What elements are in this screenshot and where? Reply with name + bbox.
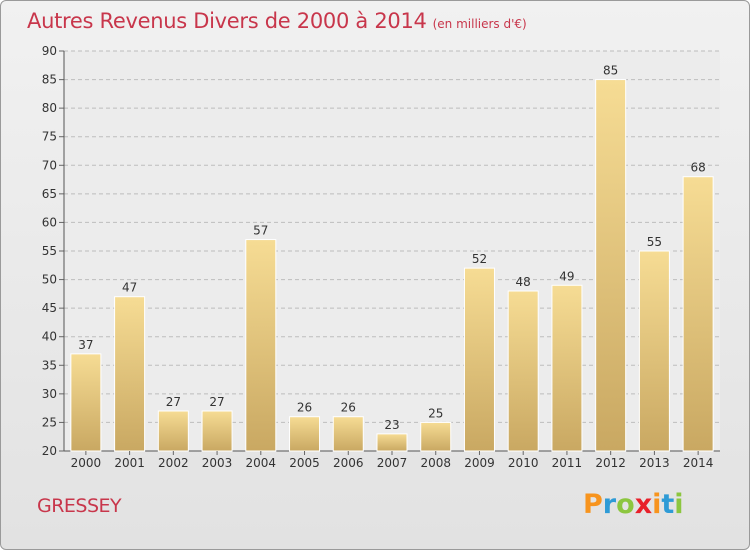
y-tick-label: 65 [42,187,57,201]
bar-value-label: 26 [341,401,356,415]
bar [638,250,670,452]
bar-value-label: 27 [166,395,181,409]
y-tick-label: 80 [42,101,57,115]
x-tick-label: 2011 [552,456,583,470]
x-tick-label: 2003 [202,456,233,470]
x-tick-label: 2013 [639,456,670,470]
x-tick-label: 2010 [508,456,539,470]
bar-value-label: 57 [253,224,268,238]
title-block: Autres Revenus Divers de 2000 à 2014 (en … [27,9,527,33]
x-tick-label: 2008 [420,456,451,470]
y-tick-label: 55 [42,244,57,258]
bar [507,290,539,452]
brand-letter: i [674,489,684,520]
bar-value-label: 23 [384,418,399,432]
y-tick-label: 75 [42,130,57,144]
bar [332,416,364,452]
y-tick-label: 60 [42,215,57,229]
x-tick-label: 2000 [71,456,102,470]
y-tick-label: 85 [42,73,57,87]
y-tick-label: 50 [42,273,57,287]
bar [245,239,277,452]
brand-letter: t [661,489,675,520]
x-tick-label: 2004 [246,456,277,470]
chart-title: Autres Revenus Divers de 2000 à 2014 [27,9,427,33]
bar-value-label: 37 [78,338,93,352]
bar [201,410,233,452]
y-tick-label: 70 [42,158,57,172]
bar [682,176,714,452]
x-tick-label: 2014 [683,456,714,470]
bar-value-label: 52 [472,252,487,266]
bar-value-label: 49 [559,269,574,283]
bar-value-label: 48 [516,275,531,289]
bar-value-label: 85 [603,64,618,78]
y-tick-label: 90 [42,44,57,58]
bar [157,410,189,452]
y-tick-label: 45 [42,301,57,315]
x-tick-label: 2005 [289,456,320,470]
x-tick-label: 2006 [333,456,364,470]
place-label: GRESSEY [37,495,122,517]
bar [595,79,627,452]
brand-letter: P [583,489,603,520]
bar [289,416,321,452]
x-tick-label: 2007 [377,456,408,470]
y-tick-label: 30 [42,387,57,401]
bar-value-label: 25 [428,406,443,420]
chart-subtitle: (en milliers d'€) [432,17,527,31]
x-tick-label: 2012 [595,456,626,470]
y-tick-label: 20 [42,444,57,458]
y-tick-label: 40 [42,330,57,344]
bar [376,433,408,452]
bar [551,284,583,452]
y-tick-label: 25 [42,415,57,429]
x-tick-label: 2001 [114,456,145,470]
brand-letter: o [616,489,635,520]
bar [114,296,146,452]
brand-letter: i [652,489,662,520]
brand-logo: Proxiti [583,489,684,520]
bar-value-label: 26 [297,401,312,415]
brand-letter: r [602,489,617,520]
x-tick-label: 2002 [158,456,189,470]
bar-value-label: 55 [647,235,662,249]
bar [70,353,102,452]
y-tick-label: 35 [42,358,57,372]
bar [463,267,495,452]
brand-letter: x [634,489,653,520]
bar-value-label: 47 [122,281,137,295]
x-tick-label: 2009 [464,456,495,470]
bar-value-label: 68 [690,161,705,175]
bar-value-label: 27 [209,395,224,409]
bar [420,421,452,452]
